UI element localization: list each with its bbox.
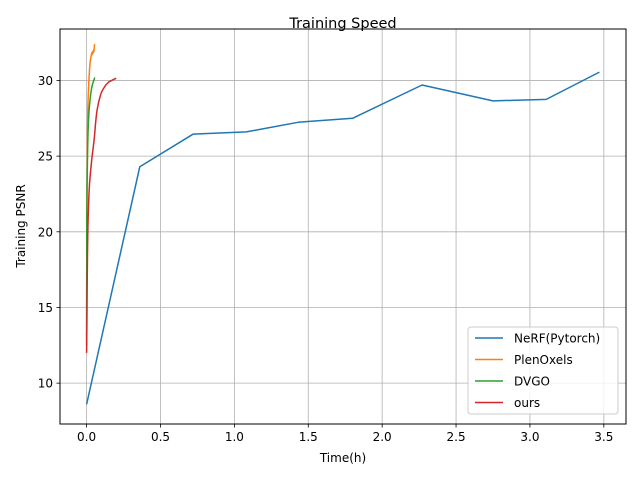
x-axis-label: Time(h) [319, 451, 366, 465]
y-tick-label: 20 [38, 225, 53, 239]
legend-box [467, 326, 619, 415]
series-line-4 [85, 77, 117, 353]
y-tick-label: 15 [38, 301, 53, 315]
legend: NeRF(Pytorch) PlenOxels DVGO ours [467, 326, 619, 415]
x-tick-label: 3.0 [520, 430, 539, 444]
x-tick-label: 2.5 [447, 430, 466, 444]
legend-label-3: DVGO [514, 375, 550, 389]
x-tick-label: 0.5 [151, 430, 170, 444]
legend-label-1: NeRF(Pytorch) [514, 332, 600, 346]
y-axis-label: Training PSNR [14, 184, 28, 268]
series-lines [85, 44, 600, 405]
y-tick-label: 25 [38, 150, 53, 164]
x-tick-label: 1.0 [225, 430, 244, 444]
plot-frame [59, 28, 627, 425]
series-line-3 [85, 77, 96, 346]
x-tick-label: 2.0 [373, 430, 392, 444]
legend-label-4: ours [514, 396, 540, 410]
y-tick-label: 30 [38, 74, 53, 88]
axis-ticks: 0.0 0.5 1.0 1.5 2.0 2.5 3.0 3.5 10 15 20 25 30 [38, 74, 614, 444]
grid [60, 29, 626, 424]
y-tick-label: 10 [38, 377, 53, 391]
series-line-1 [85, 71, 600, 405]
legend-label-2: PlenOxels [514, 353, 573, 367]
chart-title: Training Speed [288, 16, 396, 32]
x-tick-label: 0.0 [77, 430, 96, 444]
x-tick-label: 3.5 [594, 430, 613, 444]
x-tick-label: 1.5 [299, 430, 318, 444]
